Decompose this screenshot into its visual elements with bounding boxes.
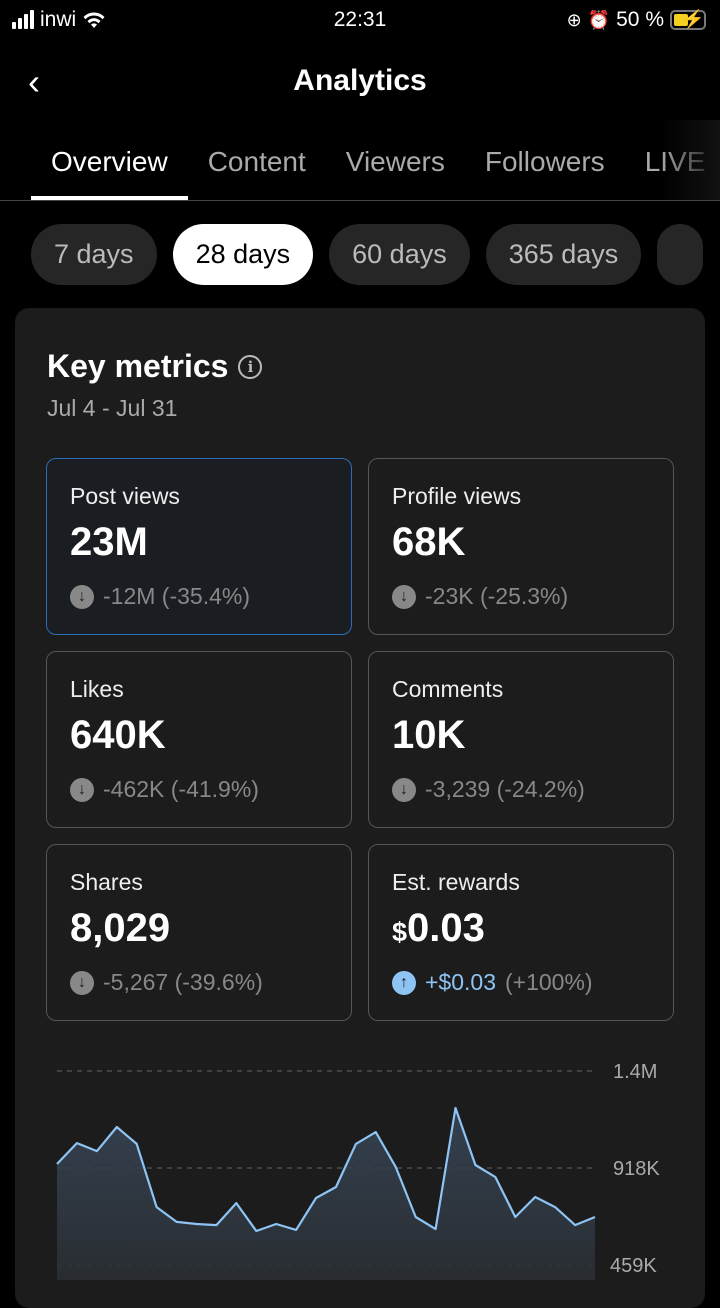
metric-label: Est. rewards [392,869,520,895]
chart-area [57,1108,595,1280]
info-icon[interactable]: i [238,354,263,379]
data-point[interactable] [290,1224,302,1236]
data-point[interactable] [430,1223,442,1235]
data-point[interactable] [489,1171,501,1183]
data-point[interactable] [450,1102,462,1114]
battery-charging-icon: ⚡ [670,9,706,30]
tab-bar: Overview Content Viewers Followers LIVE [0,140,720,201]
wifi-icon [83,12,105,28]
data-point[interactable] [91,1145,103,1157]
metric-value: 640K [70,713,166,757]
metric-delta-percent: (+100%) [505,969,593,995]
data-point[interactable] [190,1218,202,1230]
data-point[interactable] [210,1219,222,1231]
data-point[interactable] [111,1121,123,1133]
data-point[interactable] [549,1201,561,1213]
metric-delta: +$0.03 [425,969,496,995]
metric-label: Post views [70,483,180,509]
section-title: Key metrics [47,348,229,384]
arrow-down-icon: ↓ [70,970,94,995]
data-point[interactable] [509,1211,521,1223]
metric-label: Comments [392,676,504,702]
data-point[interactable] [589,1211,601,1223]
y-tick-label: 459K [610,1255,657,1277]
data-point[interactable] [270,1218,282,1230]
chevron-left-icon[interactable]: ‹ [28,61,40,102]
data-point[interactable] [151,1201,163,1213]
tab-overview[interactable]: Overview [31,140,188,200]
arrow-down-icon: ↓ [70,777,94,802]
data-point[interactable] [350,1138,362,1150]
metric-delta: -23K (-25.3%) [425,583,569,609]
chart-line [56,1106,596,1233]
signal-icon [12,10,34,29]
tab-followers[interactable]: Followers [484,146,605,177]
data-point[interactable] [410,1211,422,1223]
arrow-down-icon: ↓ [392,584,416,609]
data-point[interactable] [469,1159,481,1171]
range-60-days[interactable]: 60 days [329,224,470,285]
metric-comments[interactable]: Comments 10K ↓ -3,239 (-24.2%) [368,651,674,828]
date-range: Jul 4 - Jul 31 [47,395,178,421]
data-point[interactable] [569,1219,581,1231]
data-point[interactable] [390,1161,402,1173]
range-7-days[interactable]: 7 days [31,224,157,285]
metric-label: Likes [70,676,124,702]
data-point[interactable] [529,1191,541,1203]
rotation-lock-icon: ⊕ [566,9,582,30]
metric-value: 8,029 [70,906,171,950]
arrow-down-icon: ↓ [70,584,94,609]
page-title: Analytics [293,64,427,97]
status-bar: inwi 22:31 ⊕ ⏰ 50 % ⚡ [0,0,720,40]
metric-value: 68K [392,520,466,564]
y-tick-label: 918K [613,1158,660,1180]
range-365-days[interactable]: 365 days [485,224,642,285]
currency-symbol: $ [392,917,408,947]
metric-profile-views[interactable]: Profile views 68K ↓ -23K (-25.3%) [368,458,674,635]
tab-content[interactable]: Content [207,146,306,177]
metric-value: 23M [70,520,148,564]
tab-viewers[interactable]: Viewers [345,146,445,177]
data-point[interactable] [230,1197,242,1209]
metric-delta: -3,239 (-24.2%) [425,776,585,802]
arrow-up-icon: ↑ [392,970,416,995]
metric-delta: -12M (-35.4%) [103,583,250,609]
tab-fade [660,120,720,200]
metric-label: Shares [70,869,143,895]
data-point[interactable] [71,1137,83,1149]
y-tick-label: 1.4M [613,1061,657,1083]
data-point[interactable] [310,1192,322,1204]
clock: 22:31 [333,8,387,31]
metric-delta: -462K (-41.9%) [103,776,259,802]
data-point[interactable] [131,1138,143,1150]
header: ‹ Analytics [0,55,720,107]
range-28-days[interactable]: 28 days [172,224,314,285]
alarm-icon: ⏰ [587,9,611,30]
battery-percent: 50 % [616,8,664,31]
arrow-down-icon: ↓ [392,777,416,802]
data-point[interactable] [370,1126,382,1138]
post-views-chart[interactable]: 1.4M 918K 459K [0,1040,720,1280]
metric-est-rewards[interactable]: Est. rewards $0.03 ↑ +$0.03 (+100%) [368,844,674,1021]
carrier: inwi [40,8,77,31]
metric-shares[interactable]: Shares 8,029 ↓ -5,267 (-39.6%) [46,844,352,1021]
data-point[interactable] [171,1216,183,1228]
metric-value: 10K [392,713,466,757]
key-metrics-card: Key metrics i Jul 4 - Jul 31 Post views 2… [15,308,705,1308]
metric-delta: -5,267 (-39.6%) [103,969,263,995]
data-point[interactable] [330,1181,342,1193]
data-point[interactable] [250,1225,262,1237]
range-custom[interactable] [657,224,704,285]
data-point[interactable] [51,1158,63,1170]
metric-post-views[interactable]: Post views 23M ↓ -12M (-35.4%) [46,458,352,635]
metric-likes[interactable]: Likes 640K ↓ -462K (-41.9%) [46,651,352,828]
metric-value: 0.03 [407,906,485,950]
range-selector: 7 days 28 days 60 days 365 days [31,224,704,285]
metric-label: Profile views [392,483,522,509]
